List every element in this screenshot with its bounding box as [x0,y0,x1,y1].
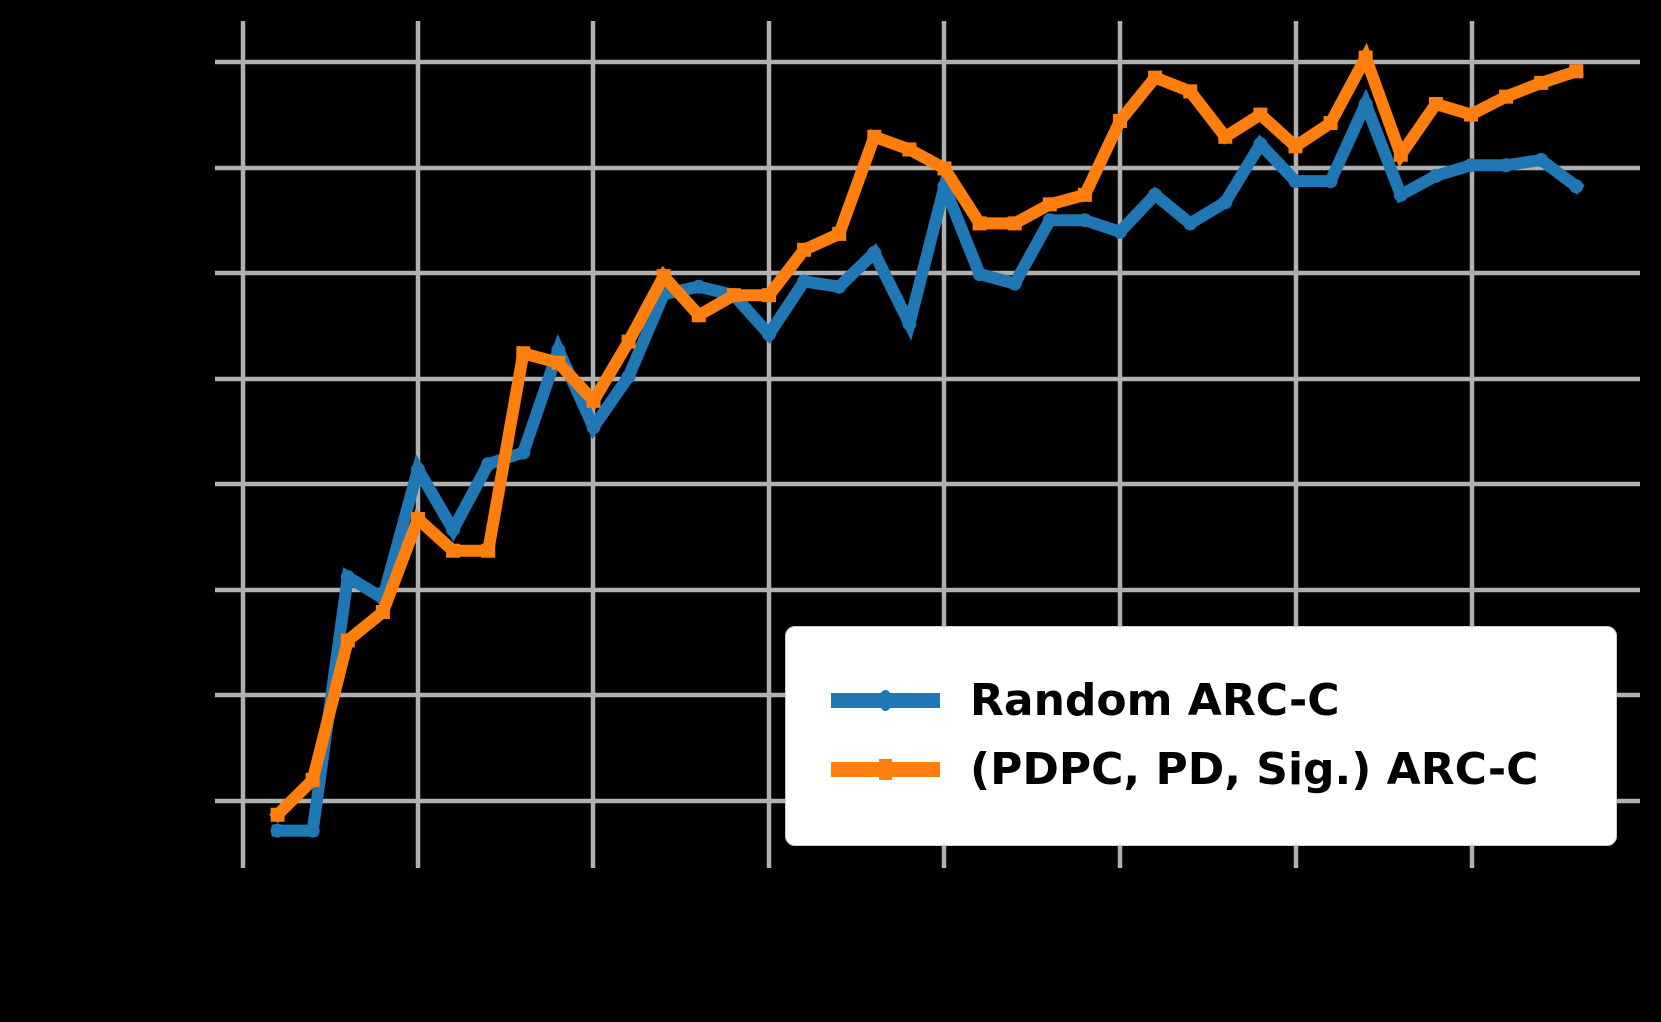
square-marker-icon [516,346,531,361]
square-marker-icon [902,142,917,157]
series-pdpc-pd-sig-arc-c [269,42,1584,824]
square-marker-icon [1007,216,1022,231]
square-marker-icon [1148,70,1163,85]
square-marker-icon [879,758,892,780]
square-marker-icon [691,308,706,323]
square-marker-icon [305,772,320,787]
circle-marker-icon [867,245,882,260]
square-marker-icon [937,161,952,176]
series-line [269,42,1584,824]
circle-marker-icon [621,369,636,384]
legend: Random ARC-C (PDPC, PD, Sig.) ARC-C [785,626,1617,846]
horizontal-gridlines [215,59,1640,804]
circle-marker-icon [691,279,706,294]
circle-marker-icon [340,570,355,585]
square-marker-icon [832,226,847,241]
circle-marker-icon [1499,158,1514,173]
legend-item-random: Random ARC-C [786,670,1340,730]
square-marker-icon [551,355,566,370]
circle-marker-icon [762,327,776,342]
square-marker-icon [621,334,636,349]
circle-marker-icon [1077,213,1092,228]
square-marker-icon [1358,50,1373,65]
square-marker-icon [972,216,987,231]
square-marker-icon [1428,97,1443,112]
circle-marker-icon [551,343,566,358]
circle-marker-icon [972,267,987,282]
circle-marker-icon [1323,174,1338,189]
circle-marker-icon [1148,187,1163,202]
circle-marker-icon [481,457,496,472]
circle-marker-icon [1534,153,1549,168]
circle-marker-icon [446,522,461,537]
legend-item-pdpc: (PDPC, PD, Sig.) ARC-C [786,739,1538,799]
square-marker-icon [656,269,671,284]
circle-marker-icon [586,420,601,435]
circle-marker-icon [902,316,917,331]
circle-marker-icon [1042,213,1057,228]
circle-marker-icon [1569,179,1584,194]
square-marker-icon [1042,197,1057,212]
circle-marker-icon [879,689,892,711]
square-marker-icon [270,807,285,822]
square-marker-icon [797,242,812,257]
square-marker-icon [1393,147,1408,162]
circle-marker-icon [1113,224,1127,239]
square-marker-icon [1218,129,1233,144]
square-marker-icon [1323,116,1338,131]
square-marker-icon [1077,187,1092,202]
square-marker-icon [375,604,390,619]
square-marker-icon [726,288,741,303]
circle-marker-icon [1218,195,1233,210]
circle-marker-icon [305,823,320,838]
square-marker-icon [411,512,425,527]
circle-marker-icon [411,462,425,477]
circle-marker-icon [1183,216,1198,231]
circle-marker-icon [1253,137,1268,152]
square-marker-icon [1569,64,1584,79]
square-marker-icon [1113,113,1127,128]
square-marker-icon [1499,89,1514,104]
circle-marker-icon [270,823,285,838]
square-marker-icon [340,633,355,648]
circle-marker-icon [1007,276,1022,291]
circle-marker-icon [516,445,531,460]
square-marker-icon [586,393,601,408]
circle-marker-icon [1464,158,1478,173]
legend-label-random: Random ARC-C [970,674,1340,726]
square-marker-icon [1183,84,1198,99]
legend-label-pdpc: (PDPC, PD, Sig.) ARC-C [970,743,1539,795]
square-marker-icon [1253,107,1268,122]
series-layer [269,42,1585,838]
legend-swatch-pdpc [831,758,940,780]
square-marker-icon [1534,75,1549,90]
circle-marker-icon [1393,187,1408,202]
square-marker-icon [867,129,882,144]
square-marker-icon [481,543,496,558]
legend-swatch-random [831,689,940,711]
square-marker-icon [1464,107,1478,122]
circle-marker-icon [1288,174,1303,189]
square-marker-icon [762,288,776,303]
circle-marker-icon [797,274,812,289]
square-marker-icon [1288,139,1303,154]
square-marker-icon [446,543,461,558]
circle-marker-icon [1428,168,1443,183]
circle-marker-icon [832,279,847,294]
circle-marker-icon [1358,97,1373,112]
